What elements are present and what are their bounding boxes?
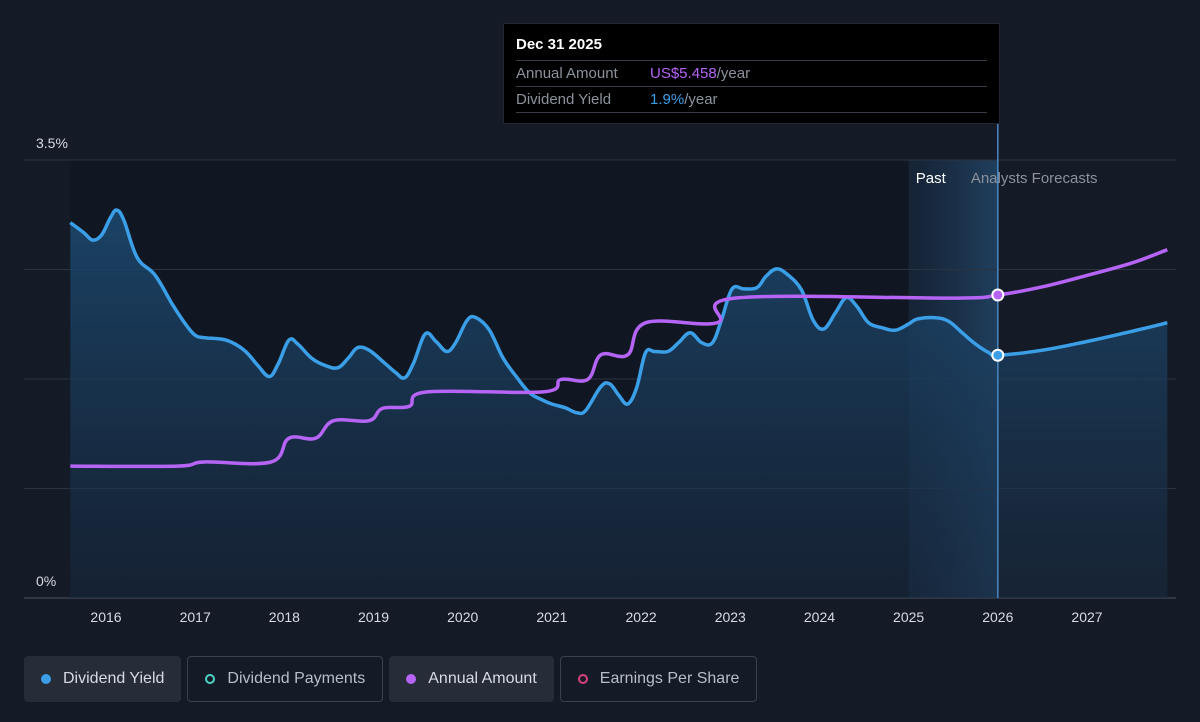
dividend-yield-focus-point (991, 348, 1005, 362)
legend: Dividend Yield Dividend Payments Annual … (24, 656, 758, 702)
x-tick-label: 2021 (536, 609, 567, 625)
tooltip-dividend-yield-value: 1.9% (650, 91, 685, 108)
legend-annual-amount-button[interactable]: Annual Amount (389, 656, 554, 702)
tooltip-annual-amount-unit: /year (716, 65, 751, 82)
tooltip-dividend-yield-row: Dividend Yield 1.9% /year (516, 87, 987, 113)
y-tick-label: 0% (36, 573, 56, 589)
x-tick-label: 2016 (90, 609, 121, 625)
legend-dividend-yield-label: Dividend Yield (63, 670, 165, 687)
x-tick-label: 2020 (447, 609, 478, 625)
annual-amount-dot-icon (406, 674, 417, 684)
tooltip-dividend-yield-label: Dividend Yield (516, 91, 612, 108)
y-tick-label: 3.5% (36, 135, 68, 151)
tooltip-annual-amount-row: Annual Amount US$5.458 /year (516, 61, 987, 87)
tooltip: Dec 31 2025 Annual Amount US$5.458 /year… (503, 23, 1000, 124)
x-tick-label: 2017 (180, 609, 211, 625)
x-tick-label: 2022 (626, 609, 657, 625)
tooltip-dividend-yield-unit: /year (684, 91, 718, 108)
x-tick-label: 2027 (1071, 609, 1102, 625)
legend-dividend-yield-button[interactable]: Dividend Yield (24, 656, 182, 702)
tooltip-date: Dec 31 2025 (516, 36, 987, 61)
x-tick-label: 2026 (982, 609, 1013, 625)
annual-amount-line (70, 248, 1168, 469)
annual-amount-focus-point (991, 288, 1005, 302)
dividend-payments-ring-icon (205, 674, 216, 684)
x-tick-label: 2025 (893, 609, 924, 625)
legend-earnings-per-share-label: Earnings Per Share (599, 670, 740, 687)
tooltip-annual-amount-label: Annual Amount (516, 65, 618, 82)
forecast-region-label: Analysts Forecasts (971, 170, 1098, 187)
earnings-per-share-ring-icon (577, 674, 588, 684)
legend-dividend-payments-button[interactable]: Dividend Payments (187, 656, 384, 702)
x-tick-label: 2018 (269, 609, 300, 625)
dividend-yield-area (70, 210, 1168, 598)
legend-annual-amount-label: Annual Amount (428, 670, 537, 687)
x-tick-label: 2024 (804, 609, 835, 625)
dividend-chart: 3.5% 0% 2016 2017 2018 2019 2020 2021 2022 2023 20… (24, 124, 1176, 625)
x-tick-label: 2019 (358, 609, 389, 625)
x-tick-label: 2023 (715, 609, 746, 625)
legend-earnings-per-share-button[interactable]: Earnings Per Share (559, 656, 758, 702)
dividend-yield-dot-icon (41, 674, 51, 684)
dividend-yield-line (69, 208, 1168, 416)
tooltip-annual-amount-value: US$5.458 (650, 65, 717, 82)
legend-dividend-payments-label: Dividend Payments (227, 670, 366, 687)
past-region-label: Past (916, 170, 947, 187)
